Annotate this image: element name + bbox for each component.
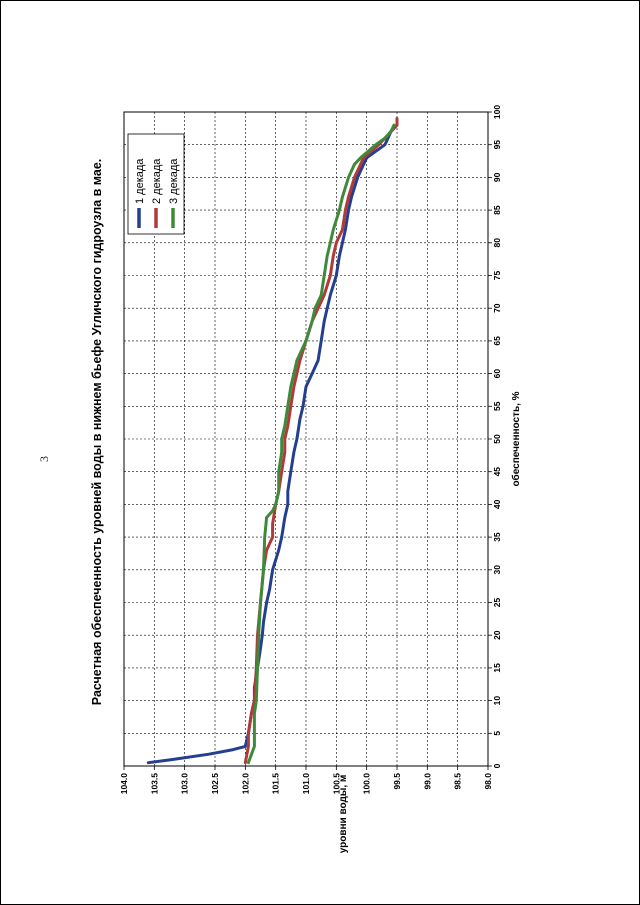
tick-label-percent: 30 <box>492 565 502 575</box>
tick-label-percent: 15 <box>492 663 502 673</box>
legend-entry: 3 декада <box>168 158 180 204</box>
legend: 1 декада 2 декада 3 декада <box>127 133 185 235</box>
tick-label-percent: 80 <box>492 238 502 248</box>
legend-entry: 2 декада <box>151 158 163 204</box>
tick-label-percent: 100 <box>492 105 502 119</box>
tick-label-level: 103.0 <box>180 773 190 795</box>
tick-label-percent: 70 <box>492 303 502 313</box>
tick-label-level: 98.0 <box>483 773 493 790</box>
tick-label-percent: 85 <box>492 205 502 215</box>
tick-label-level: 104.0 <box>119 773 129 795</box>
tick-label-percent: 5 <box>492 731 502 736</box>
tick-label-percent: 45 <box>492 467 502 477</box>
tick-label-level: 100.5 <box>331 773 341 795</box>
series-line <box>246 123 396 765</box>
tick-label-percent: 25 <box>492 598 502 608</box>
tick-label-percent: 40 <box>492 499 502 509</box>
tick-label-percent: 75 <box>492 271 502 281</box>
tick-label-level: 103.5 <box>149 773 159 795</box>
tick-label-level: 101.5 <box>271 773 281 795</box>
y-axis-label: уровни воды, м <box>338 775 349 854</box>
legend-entry: 1 декада <box>134 158 146 204</box>
plot-border <box>123 111 489 767</box>
tick-label-percent: 95 <box>492 140 502 150</box>
tick-label-percent: 35 <box>492 532 502 542</box>
tick-label-level: 102.5 <box>210 773 220 795</box>
tick-label-percent: 90 <box>492 172 502 182</box>
legend-box <box>127 133 185 235</box>
tick-label-percent: 50 <box>492 434 502 444</box>
tick-label-percent: 0 <box>492 763 502 768</box>
tick-label-percent: 60 <box>492 369 502 379</box>
tick-label-level: 102.0 <box>240 773 250 795</box>
tick-label-level: 101.0 <box>301 773 311 795</box>
chart-title: Расчетная обеспеченность уровней воды в … <box>90 159 104 705</box>
tick-label-percent: 20 <box>492 630 502 640</box>
x-axis-label: обеспеченность, % <box>510 391 522 486</box>
tick-label-percent: 65 <box>492 336 502 346</box>
tick-label-percent: 55 <box>492 401 502 411</box>
tick-label-level: 99.0 <box>422 773 432 790</box>
chart-plot: 98.0 98.5 99.0 99.5 100.0 100.5 101.0 101.5 102.… <box>90 105 522 854</box>
tick-label-percent: 10 <box>492 696 502 706</box>
tick-label-level: 99.5 <box>392 773 402 790</box>
tick-label-level: 100.0 <box>362 773 372 795</box>
tick-label-level: 98.5 <box>453 773 463 790</box>
